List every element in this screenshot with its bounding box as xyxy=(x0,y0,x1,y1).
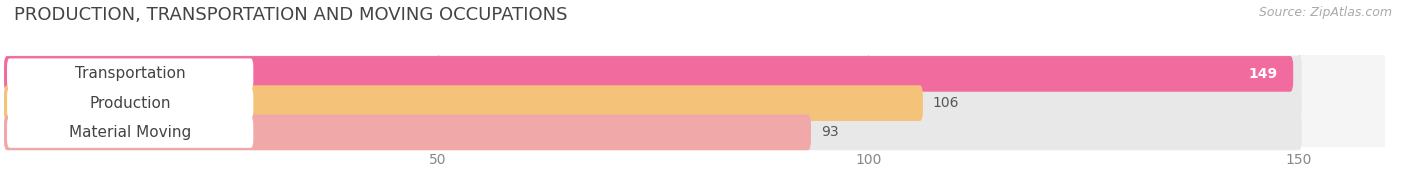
FancyBboxPatch shape xyxy=(4,85,922,121)
FancyBboxPatch shape xyxy=(7,117,253,148)
FancyBboxPatch shape xyxy=(4,56,1294,92)
Text: PRODUCTION, TRANSPORTATION AND MOVING OCCUPATIONS: PRODUCTION, TRANSPORTATION AND MOVING OC… xyxy=(14,6,568,24)
FancyBboxPatch shape xyxy=(7,88,253,119)
Text: 106: 106 xyxy=(932,96,959,110)
Text: 93: 93 xyxy=(821,125,838,139)
FancyBboxPatch shape xyxy=(4,56,1302,92)
FancyBboxPatch shape xyxy=(4,114,811,150)
Text: Production: Production xyxy=(90,96,172,111)
Text: Source: ZipAtlas.com: Source: ZipAtlas.com xyxy=(1258,6,1392,19)
FancyBboxPatch shape xyxy=(4,85,1302,121)
FancyBboxPatch shape xyxy=(7,58,253,89)
FancyBboxPatch shape xyxy=(4,114,1302,150)
Text: 149: 149 xyxy=(1249,67,1277,81)
Text: Material Moving: Material Moving xyxy=(69,125,191,140)
Text: Transportation: Transportation xyxy=(75,66,186,81)
